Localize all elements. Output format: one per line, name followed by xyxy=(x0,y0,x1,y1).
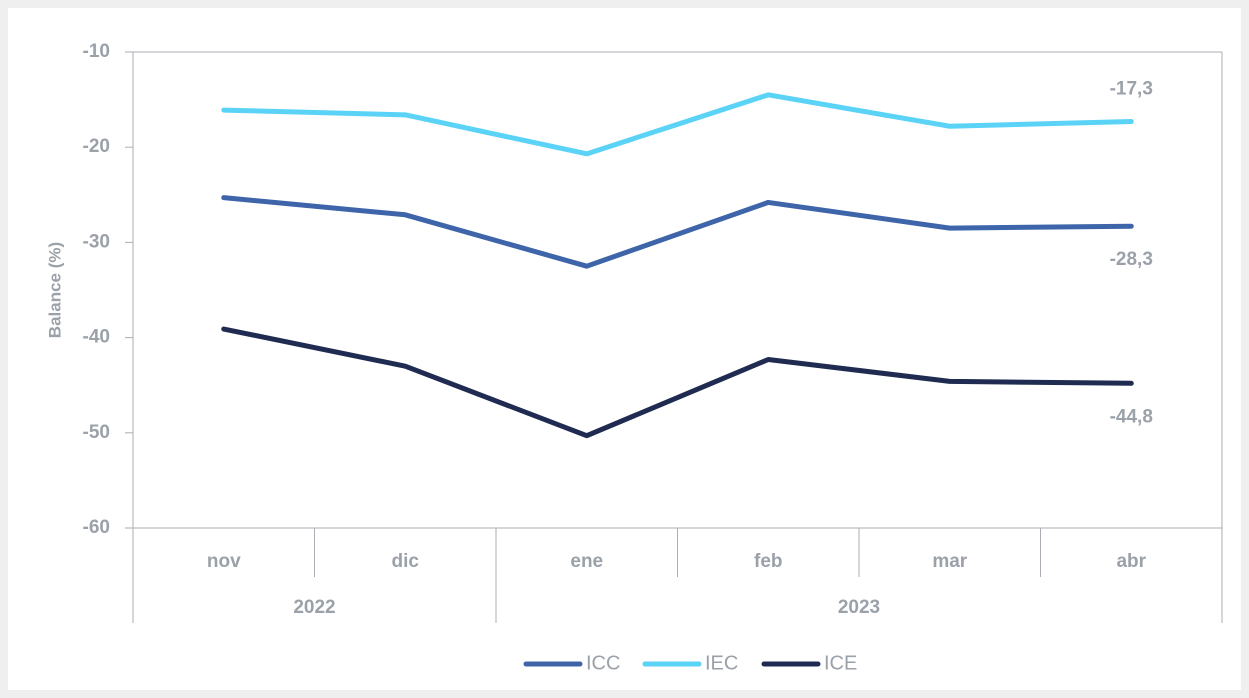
x-group-label: 2023 xyxy=(838,597,880,618)
legend-label: ICE xyxy=(824,652,857,674)
x-tick-label: abr xyxy=(1116,551,1146,572)
x-tick-label: nov xyxy=(207,551,241,572)
y-tick-label: -30 xyxy=(83,231,110,252)
line-series xyxy=(221,92,1134,157)
y-tick-label: -60 xyxy=(83,517,110,538)
legend-label: IEC xyxy=(705,652,738,674)
chart-background xyxy=(8,8,1241,690)
x-tick-label: feb xyxy=(754,551,783,572)
y-axis-label: Balance (%) xyxy=(45,242,64,338)
y-tick-label: -10 xyxy=(83,41,110,62)
x-group-label: 2022 xyxy=(293,597,335,618)
data-label: -17,3 xyxy=(1110,79,1153,100)
x-tick-label: dic xyxy=(392,551,420,572)
x-tick-label: ene xyxy=(570,551,603,572)
line-series xyxy=(221,195,1134,269)
y-tick-label: -40 xyxy=(83,327,110,348)
legend-label: ICC xyxy=(586,652,620,674)
line-series xyxy=(221,326,1134,439)
x-tick-label: mar xyxy=(932,551,967,572)
y-tick-label: -50 xyxy=(83,422,110,443)
data-label: -28,3 xyxy=(1110,249,1153,270)
y-tick-label: -20 xyxy=(83,136,110,157)
data-label: -44,8 xyxy=(1110,406,1153,427)
